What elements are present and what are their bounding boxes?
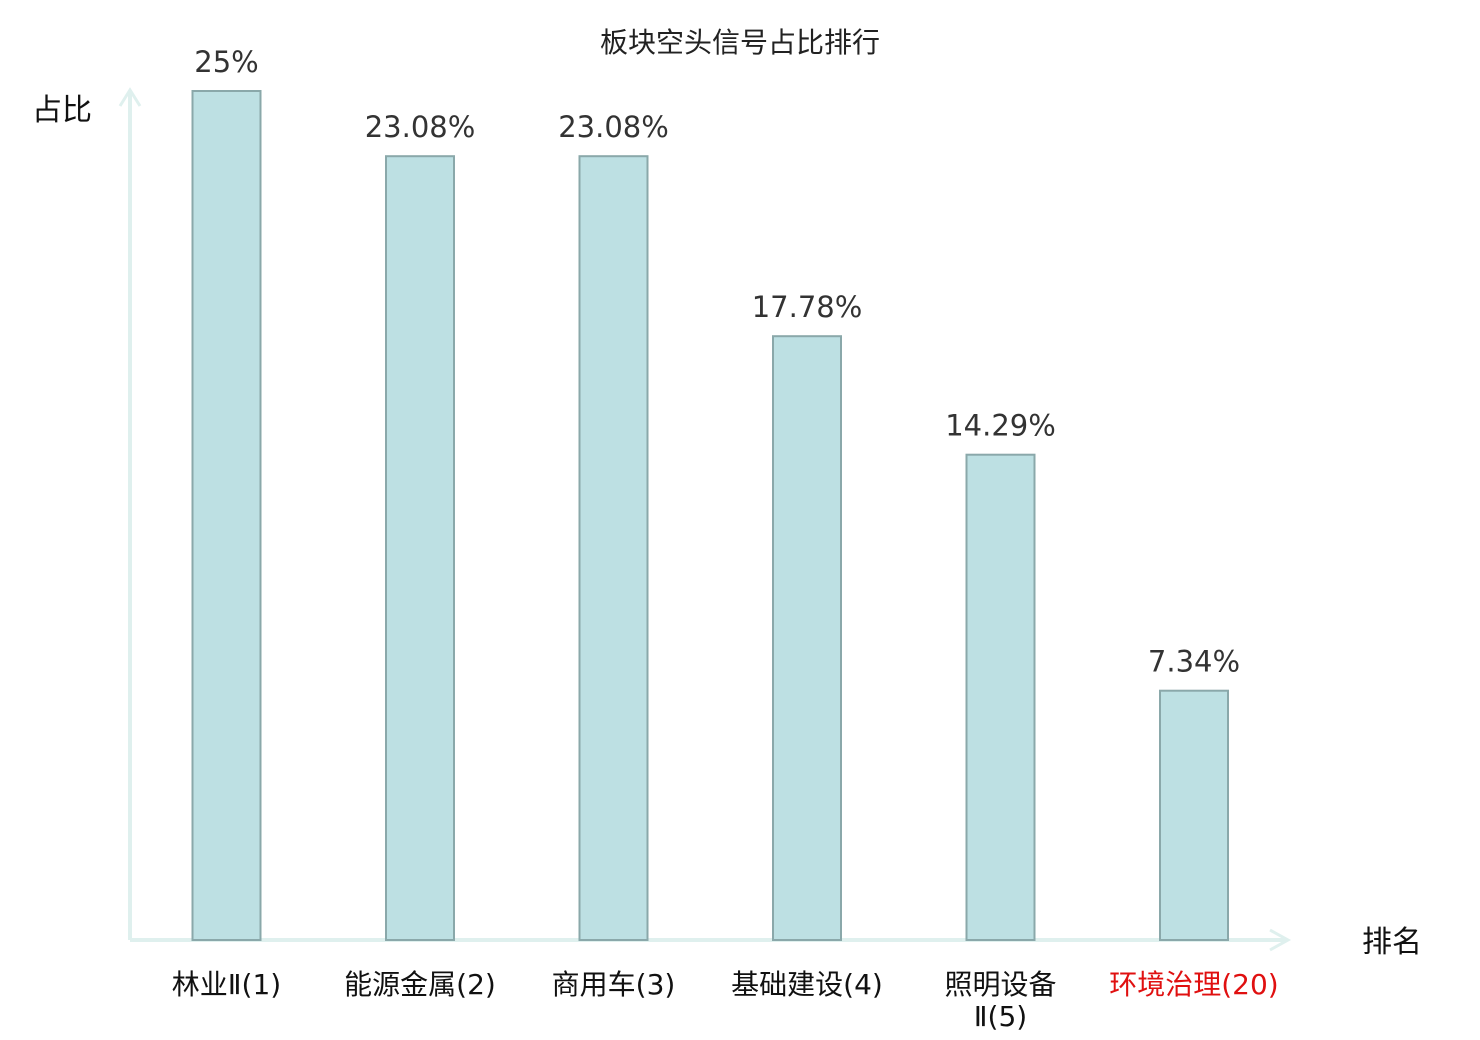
category-label-1: 能源金属(2) xyxy=(344,968,496,1001)
category-label-line: 林业Ⅱ(1) xyxy=(172,968,281,1001)
category-label-0: 林业Ⅱ(1) xyxy=(172,968,281,1001)
bar-2 xyxy=(578,155,649,941)
bar-4 xyxy=(965,453,1036,941)
value-label-4: 14.29% xyxy=(945,409,1056,443)
y-axis-arrow xyxy=(118,87,142,107)
bar-1 xyxy=(385,155,455,941)
value-label-5: 7.34% xyxy=(1148,645,1240,679)
category-label-3: 基础建设(4) xyxy=(731,968,883,1001)
category-label-line: 环境治理(20) xyxy=(1109,968,1278,1001)
bar-0 xyxy=(191,90,262,941)
category-label-4: 照明设备 Ⅱ(5) xyxy=(944,968,1056,1033)
value-label-0: 25% xyxy=(194,45,258,79)
category-label-line: 商用车(3) xyxy=(552,968,676,1001)
category-label-line: 能源金属(2) xyxy=(344,968,496,1001)
chart-title: 板块空头信号占比排行 xyxy=(600,26,880,59)
bar-3 xyxy=(772,335,842,941)
bars-layer xyxy=(191,90,1229,942)
value-label-1: 23.08% xyxy=(365,110,476,144)
value-label-2: 23.08% xyxy=(558,110,669,144)
category-label-5: 环境治理(20) xyxy=(1109,968,1278,1001)
category-label-line: 照明设备 xyxy=(944,968,1056,1001)
value-labels-layer: 25% 23.08% 23.08% 17.78% 14.29% 7.34% xyxy=(194,45,1240,679)
category-label-line: Ⅱ(5) xyxy=(974,1000,1027,1033)
x-axis-label: 排名 xyxy=(1362,925,1422,960)
x-axis-arrow xyxy=(1269,928,1292,952)
y-axis-label: 占比 xyxy=(32,93,92,128)
value-label-3: 17.78% xyxy=(752,290,863,324)
category-label-2: 商用车(3) xyxy=(552,968,676,1001)
category-labels-layer: 林业Ⅱ(1) 能源金属(2) 商用车(3) 基础建设(4) 照明设备 Ⅱ(5) 环境治理(2… xyxy=(172,968,1279,1033)
category-label-line: 基础建设(4) xyxy=(731,968,883,1001)
bar-5 xyxy=(1159,689,1229,942)
